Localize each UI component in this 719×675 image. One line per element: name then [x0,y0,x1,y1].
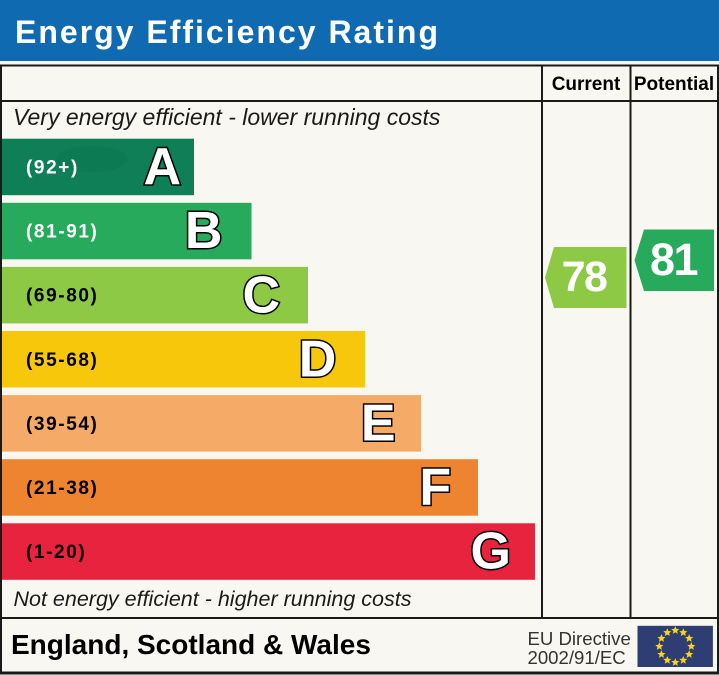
svg-text:2002/91/EC: 2002/91/EC [528,647,626,668]
svg-text:81: 81 [650,234,698,285]
svg-text:D: D [299,330,337,388]
svg-text:(21-38): (21-38) [26,478,98,499]
svg-text:(1-20): (1-20) [26,542,86,563]
svg-text:G: G [470,523,510,581]
svg-text:C: C [243,266,281,324]
svg-text:(81-91): (81-91) [26,222,98,243]
svg-text:(92+): (92+) [26,158,79,179]
svg-text:Energy Efficiency Rating: Energy Efficiency Rating [15,14,440,50]
svg-text:Current: Current [552,74,621,95]
svg-text:B: B [185,202,223,260]
svg-text:(55-68): (55-68) [26,350,98,371]
svg-text:E: E [361,395,396,453]
svg-text:(39-54): (39-54) [26,414,98,435]
svg-text:F: F [419,459,451,517]
svg-text:EU Directive: EU Directive [528,628,631,649]
svg-text:England, Scotland & Wales: England, Scotland & Wales [11,629,371,660]
svg-text:(69-80): (69-80) [26,286,98,307]
svg-text:A: A [144,138,182,196]
svg-text:Not energy efficient - higher: Not energy efficient - higher running co… [14,587,412,611]
svg-text:78: 78 [562,253,607,301]
svg-text:Potential: Potential [634,74,714,95]
svg-text:Very energy efficient - lower: Very energy efficient - lower running co… [13,104,441,130]
